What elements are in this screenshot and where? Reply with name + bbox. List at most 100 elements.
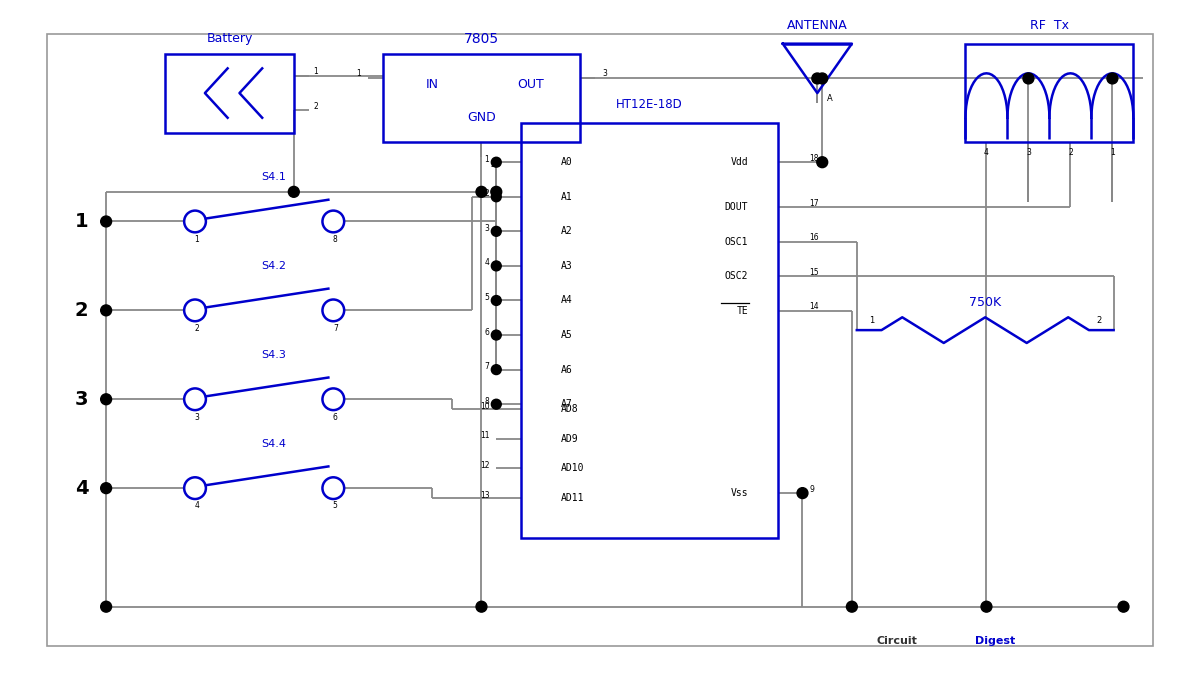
Text: S4.4: S4.4 xyxy=(262,439,287,449)
Text: 1: 1 xyxy=(356,69,361,78)
Bar xyxy=(166,54,294,133)
Circle shape xyxy=(1024,73,1034,84)
Text: A5: A5 xyxy=(560,330,572,340)
Bar xyxy=(383,54,581,142)
Text: Battery: Battery xyxy=(206,32,253,46)
Circle shape xyxy=(101,305,112,316)
Text: 5: 5 xyxy=(485,293,490,302)
Text: 1: 1 xyxy=(74,212,89,231)
Text: RF  Tx: RF Tx xyxy=(1030,20,1069,33)
Circle shape xyxy=(476,186,487,197)
Text: AD8: AD8 xyxy=(560,404,578,414)
Text: A1: A1 xyxy=(560,192,572,202)
Text: 7805: 7805 xyxy=(464,32,499,46)
Text: 17: 17 xyxy=(810,199,820,207)
Bar xyxy=(966,44,1133,142)
Text: 18: 18 xyxy=(810,154,818,163)
Circle shape xyxy=(491,261,502,271)
Text: 6: 6 xyxy=(332,413,337,422)
Text: 2: 2 xyxy=(485,189,490,199)
Text: 1: 1 xyxy=(194,235,199,243)
Circle shape xyxy=(812,73,823,84)
Text: 3: 3 xyxy=(1026,148,1031,157)
Circle shape xyxy=(817,157,828,168)
Text: DOUT: DOUT xyxy=(725,202,748,212)
Text: 7: 7 xyxy=(485,362,490,371)
Circle shape xyxy=(491,186,502,197)
Text: ANTENNA: ANTENNA xyxy=(787,20,847,33)
Text: 12: 12 xyxy=(480,461,490,470)
Text: HT12E-18D: HT12E-18D xyxy=(616,99,683,112)
Text: A0: A0 xyxy=(560,157,572,167)
Circle shape xyxy=(491,192,502,202)
Text: 4: 4 xyxy=(485,258,490,267)
Text: GND: GND xyxy=(467,111,496,124)
Circle shape xyxy=(101,216,112,227)
Circle shape xyxy=(846,601,857,612)
Text: S4.1: S4.1 xyxy=(262,172,287,182)
Text: A3: A3 xyxy=(560,261,572,271)
Text: 8: 8 xyxy=(485,396,490,406)
Circle shape xyxy=(101,394,112,405)
Text: 8: 8 xyxy=(332,235,337,243)
Text: 13: 13 xyxy=(480,490,490,500)
Text: 9: 9 xyxy=(810,485,815,494)
Text: 7: 7 xyxy=(332,324,337,333)
Text: 2: 2 xyxy=(313,102,318,111)
Circle shape xyxy=(797,488,808,498)
Text: 11: 11 xyxy=(480,431,490,441)
Text: 3: 3 xyxy=(74,390,88,409)
Text: AD10: AD10 xyxy=(560,463,584,473)
Text: OUT: OUT xyxy=(517,78,545,91)
Text: A2: A2 xyxy=(560,226,572,237)
Text: 1: 1 xyxy=(869,316,875,325)
Text: 1: 1 xyxy=(1110,148,1115,157)
Text: OSC2: OSC2 xyxy=(725,271,748,282)
Text: Vdd: Vdd xyxy=(731,157,748,167)
Circle shape xyxy=(491,399,502,409)
Text: 16: 16 xyxy=(810,233,820,242)
Text: 2: 2 xyxy=(1068,148,1073,157)
Circle shape xyxy=(491,330,502,340)
Text: 1: 1 xyxy=(485,155,490,164)
Text: A: A xyxy=(827,94,833,103)
Circle shape xyxy=(817,73,828,84)
Text: A7: A7 xyxy=(560,399,572,409)
Text: AD9: AD9 xyxy=(560,434,578,444)
Text: 750K: 750K xyxy=(970,296,1001,309)
Text: S4.2: S4.2 xyxy=(262,261,287,271)
Circle shape xyxy=(101,601,112,612)
Text: S4.3: S4.3 xyxy=(262,350,287,360)
Text: 2: 2 xyxy=(491,160,496,169)
Text: 10: 10 xyxy=(480,402,490,411)
Circle shape xyxy=(982,601,992,612)
Text: 4: 4 xyxy=(984,148,989,157)
Text: OSC1: OSC1 xyxy=(725,237,748,247)
Text: 3: 3 xyxy=(485,224,490,233)
Text: 4: 4 xyxy=(194,501,199,511)
Text: A4: A4 xyxy=(560,296,572,305)
Circle shape xyxy=(491,364,502,375)
Circle shape xyxy=(491,157,502,167)
Bar xyxy=(521,122,778,538)
Text: 15: 15 xyxy=(810,268,820,277)
Circle shape xyxy=(101,483,112,494)
Text: 3: 3 xyxy=(194,413,199,422)
Circle shape xyxy=(491,226,502,236)
Circle shape xyxy=(288,186,299,197)
Text: 2: 2 xyxy=(194,324,199,333)
Text: IN: IN xyxy=(426,78,438,91)
Circle shape xyxy=(491,296,502,305)
Text: 6: 6 xyxy=(485,328,490,337)
Text: 5: 5 xyxy=(332,501,337,511)
Text: 4: 4 xyxy=(74,479,89,498)
Circle shape xyxy=(1106,73,1118,84)
Text: Digest: Digest xyxy=(976,636,1015,646)
Text: Vss: Vss xyxy=(731,488,748,498)
Circle shape xyxy=(476,601,487,612)
Text: 1: 1 xyxy=(313,67,318,76)
Text: Circuit: Circuit xyxy=(876,636,918,646)
Circle shape xyxy=(1118,601,1129,612)
Text: A6: A6 xyxy=(560,364,572,375)
Text: 14: 14 xyxy=(810,303,820,311)
